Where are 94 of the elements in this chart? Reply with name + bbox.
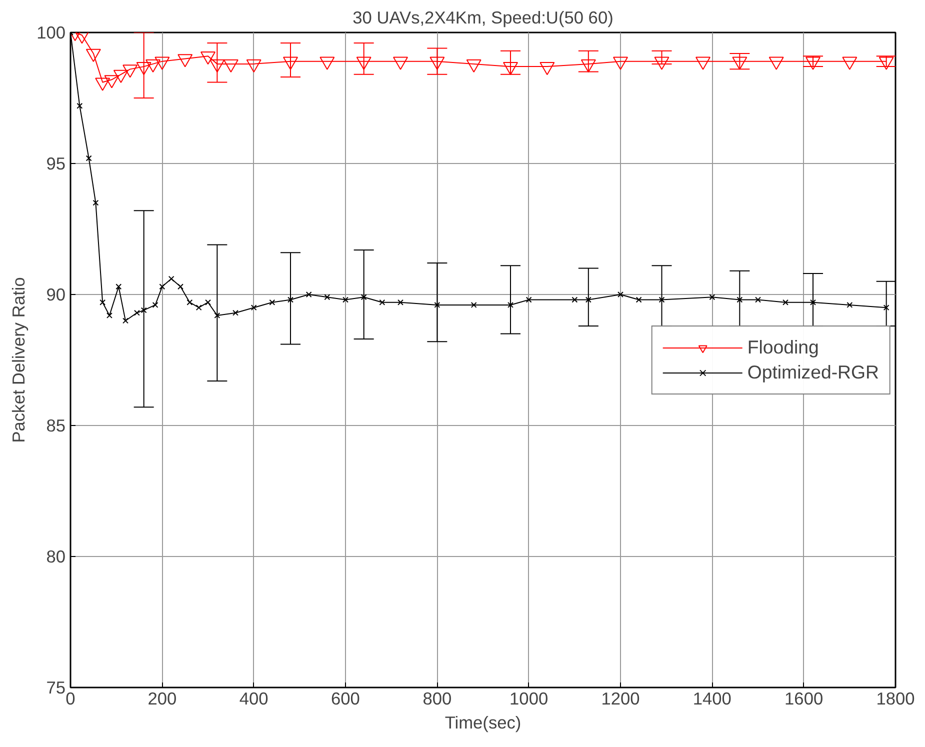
point (269, 299, 276, 306)
point (636, 296, 642, 303)
point (205, 299, 211, 306)
chart-title: 30 UAVs,2X4Km, Speed:U(50 60) (352, 8, 614, 28)
point (508, 302, 514, 308)
point (92, 200, 99, 206)
point (122, 318, 128, 324)
x-tick-label: 200 (148, 688, 177, 708)
point (95, 78, 110, 91)
point (186, 299, 193, 306)
point (696, 56, 710, 70)
point (658, 296, 665, 303)
point (178, 54, 193, 68)
point (168, 276, 174, 282)
point (306, 292, 312, 298)
y-tick-label: 95 (46, 154, 66, 174)
x-tick-label: 400 (239, 688, 268, 708)
y-tick-label: 100 (36, 22, 66, 42)
point (732, 56, 748, 70)
point (470, 302, 477, 308)
point (223, 59, 238, 73)
point (654, 56, 670, 70)
point (86, 155, 92, 162)
point (379, 299, 386, 306)
point (74, 32, 90, 44)
point (140, 307, 147, 314)
x-tick-label: 1600 (784, 688, 824, 708)
point (152, 302, 158, 308)
point (434, 302, 440, 308)
y-axis-title: Packet Delivery Ratio (8, 277, 29, 443)
point (320, 56, 335, 70)
point (136, 62, 152, 76)
y-tick-label: 75 (46, 678, 66, 698)
point (178, 284, 184, 290)
legend-label: Optimized-RGR (747, 361, 879, 383)
y-tick-label: 85 (46, 416, 66, 436)
point (393, 56, 408, 70)
point (585, 296, 592, 303)
point (782, 299, 788, 306)
point (86, 48, 101, 62)
point (755, 296, 761, 303)
point (283, 56, 298, 70)
point (398, 299, 404, 306)
point (200, 52, 216, 65)
point (540, 62, 555, 76)
point (159, 284, 166, 290)
point (342, 296, 348, 303)
point (214, 312, 220, 318)
x-tick-label: 1800 (876, 688, 915, 708)
point (618, 292, 624, 298)
point (842, 56, 858, 70)
point (466, 59, 482, 73)
point (288, 296, 294, 303)
y-tick-label: 80 (46, 546, 66, 566)
x-tick-label: 600 (331, 688, 360, 708)
point (572, 296, 578, 303)
point (503, 62, 518, 76)
point (134, 310, 140, 316)
point (113, 70, 128, 84)
point (709, 294, 716, 300)
point (154, 56, 170, 70)
point (116, 284, 122, 290)
point (580, 59, 596, 73)
point (122, 64, 138, 78)
x-tick-label: 0 (66, 688, 76, 708)
x-axis-title: Time(sec) (444, 712, 522, 732)
point (736, 296, 743, 303)
point (356, 56, 372, 70)
x-tick-label: 1200 (601, 688, 640, 708)
x-tick-label: 1400 (692, 688, 732, 708)
point (104, 75, 120, 88)
point (232, 310, 238, 316)
point (810, 299, 816, 306)
point (878, 56, 894, 70)
point (196, 304, 202, 311)
point (250, 304, 257, 311)
point (100, 299, 106, 306)
x-tick-label: 1000 (510, 688, 548, 708)
point (806, 56, 820, 70)
legend-label: Flooding (747, 336, 819, 358)
y-tick-label: 90 (46, 284, 66, 304)
point (210, 59, 225, 73)
point (526, 296, 532, 303)
x-tick-label: 800 (422, 688, 452, 708)
point (613, 56, 628, 70)
point (846, 302, 853, 308)
point (430, 56, 445, 70)
point (246, 59, 262, 73)
point (883, 304, 890, 311)
point (768, 56, 784, 70)
point (360, 294, 367, 300)
point (324, 294, 330, 300)
point (146, 59, 160, 73)
point (106, 312, 112, 318)
